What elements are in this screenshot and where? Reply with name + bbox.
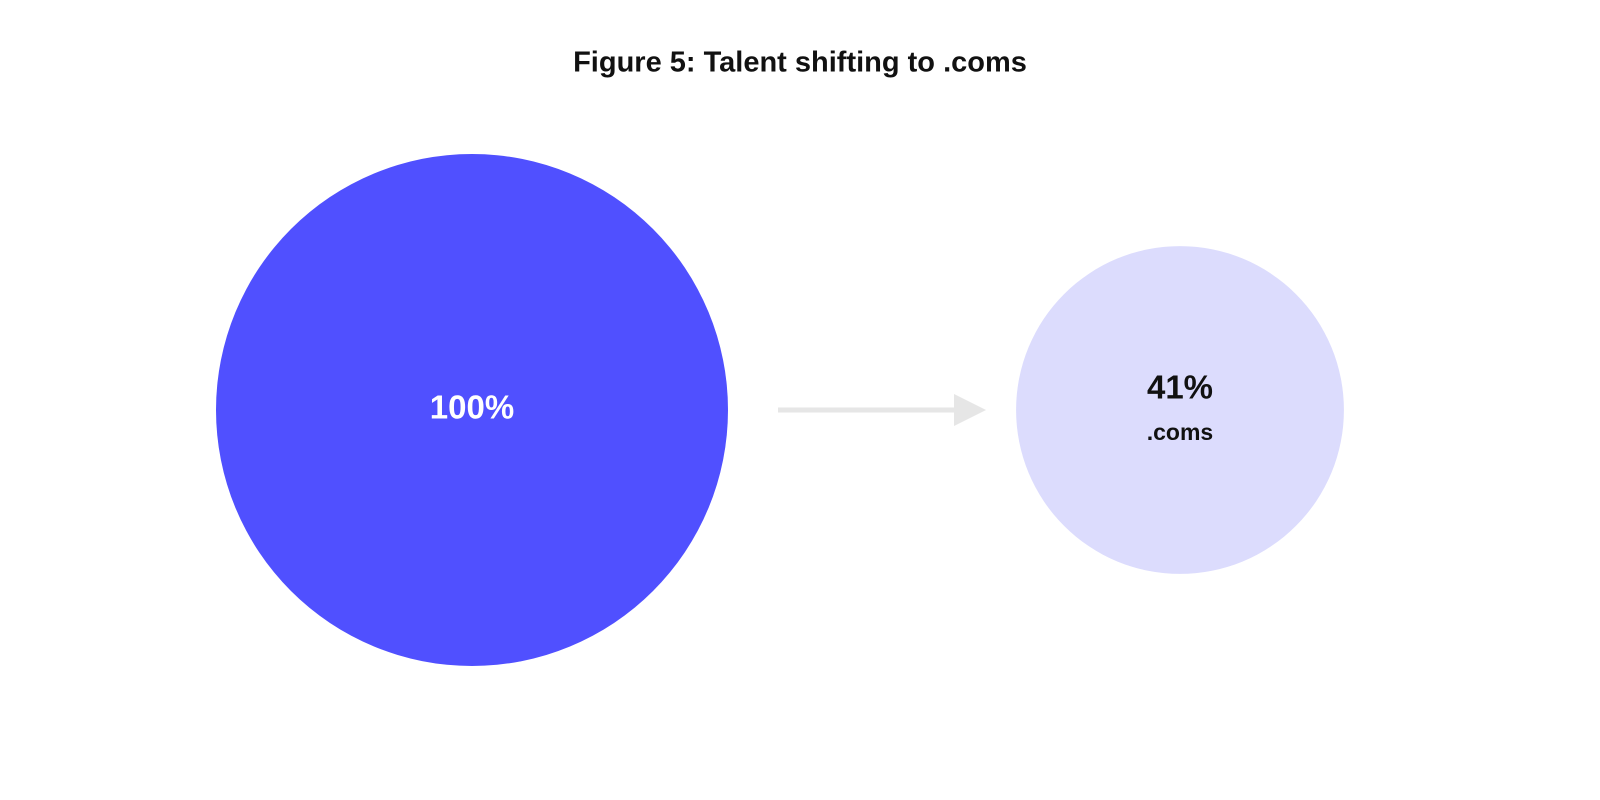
chart-title: Figure 5: Talent shifting to .coms: [573, 47, 1027, 79]
category-label: .coms: [1147, 419, 1213, 445]
value-label: 100%: [430, 389, 514, 426]
arrow: [778, 394, 986, 426]
bubble: [216, 154, 728, 666]
arrow-head: [954, 394, 986, 426]
value-label: 41%: [1147, 369, 1213, 406]
bubble: [1016, 246, 1344, 574]
